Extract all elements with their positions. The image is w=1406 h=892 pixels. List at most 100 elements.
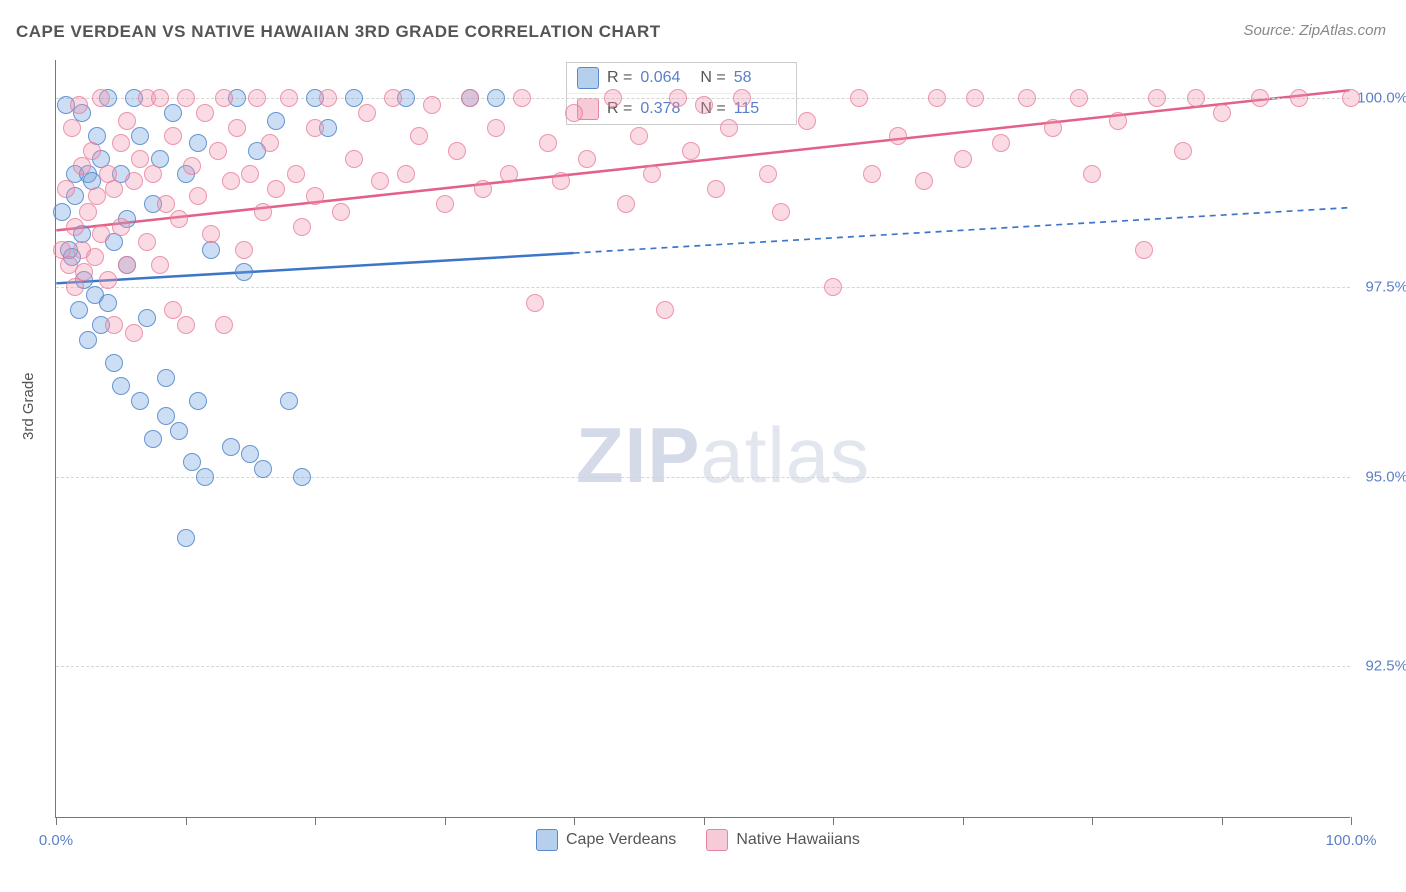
data-point: [164, 104, 182, 122]
xtick: [315, 817, 316, 825]
legend-row-blue: R = 0.064 N = 58: [567, 63, 796, 93]
chart-title: CAPE VERDEAN VS NATIVE HAWAIIAN 3RD GRAD…: [16, 22, 661, 42]
data-point: [306, 119, 324, 137]
data-point: [319, 89, 337, 107]
xtick: [704, 817, 705, 825]
data-point: [177, 529, 195, 547]
data-point: [79, 331, 97, 349]
data-point: [151, 89, 169, 107]
data-point: [170, 422, 188, 440]
data-point: [1070, 89, 1088, 107]
data-point: [733, 89, 751, 107]
ytick-label: 97.5%: [1365, 279, 1406, 296]
data-point: [1290, 89, 1308, 107]
data-point: [759, 165, 777, 183]
data-point: [105, 180, 123, 198]
xtick: [1222, 817, 1223, 825]
data-point: [118, 256, 136, 274]
ytick-label: 100.0%: [1357, 89, 1406, 106]
data-point: [772, 203, 790, 221]
watermark: ZIPatlas: [576, 410, 870, 501]
data-point: [720, 119, 738, 137]
data-point: [604, 89, 622, 107]
data-point: [125, 172, 143, 190]
data-point: [539, 134, 557, 152]
data-point: [235, 241, 253, 259]
xtick-label: 0.0%: [39, 832, 73, 849]
data-point: [164, 127, 182, 145]
data-point: [280, 89, 298, 107]
data-point: [293, 218, 311, 236]
data-point: [241, 445, 259, 463]
data-point: [345, 150, 363, 168]
data-point: [863, 165, 881, 183]
data-point: [66, 278, 84, 296]
data-point: [70, 301, 88, 319]
data-point: [707, 180, 725, 198]
swatch-blue-icon: [536, 829, 558, 851]
data-point: [966, 89, 984, 107]
data-point: [332, 203, 350, 221]
data-point: [565, 104, 583, 122]
data-point: [105, 316, 123, 334]
data-point: [241, 165, 259, 183]
legend-item-blue: Cape Verdeans: [536, 829, 676, 851]
data-point: [144, 430, 162, 448]
data-point: [1187, 89, 1205, 107]
data-point: [254, 203, 272, 221]
data-point: [196, 104, 214, 122]
xtick: [574, 817, 575, 825]
data-point: [189, 187, 207, 205]
data-point: [682, 142, 700, 160]
data-point: [500, 165, 518, 183]
data-point: [261, 134, 279, 152]
xtick: [56, 817, 57, 825]
r-label: R =: [607, 69, 632, 87]
data-point: [461, 89, 479, 107]
data-point: [358, 104, 376, 122]
data-point: [112, 218, 130, 236]
data-point: [345, 89, 363, 107]
data-point: [630, 127, 648, 145]
data-point: [125, 324, 143, 342]
data-point: [954, 150, 972, 168]
data-point: [410, 127, 428, 145]
data-point: [53, 203, 71, 221]
data-point: [183, 453, 201, 471]
data-point: [552, 172, 570, 190]
watermark-bold: ZIP: [576, 411, 700, 499]
data-point: [215, 316, 233, 334]
y-axis-label: 3rd Grade: [20, 372, 37, 440]
watermark-light: atlas: [700, 411, 870, 499]
swatch-pink-icon: [706, 829, 728, 851]
data-point: [183, 157, 201, 175]
data-point: [513, 89, 531, 107]
data-point: [73, 157, 91, 175]
r-value-blue: 0.064: [640, 69, 692, 87]
gridline: [56, 477, 1350, 478]
plot-area: ZIPatlas R = 0.064 N = 58 R = 0.378 N = …: [55, 60, 1350, 818]
data-point: [151, 256, 169, 274]
gridline: [56, 666, 1350, 667]
data-point: [915, 172, 933, 190]
data-point: [189, 134, 207, 152]
data-point: [63, 119, 81, 137]
data-point: [92, 89, 110, 107]
n-label: N =: [700, 69, 725, 87]
legend-item-pink: Native Hawaiians: [706, 829, 860, 851]
data-point: [384, 89, 402, 107]
data-point: [1213, 104, 1231, 122]
xtick-label: 100.0%: [1326, 832, 1377, 849]
data-point: [1251, 89, 1269, 107]
data-point: [99, 271, 117, 289]
n-value-blue: 58: [734, 69, 786, 87]
data-point: [992, 134, 1010, 152]
data-point: [177, 316, 195, 334]
data-point: [824, 278, 842, 296]
data-point: [617, 195, 635, 213]
data-point: [157, 369, 175, 387]
series-name-blue: Cape Verdeans: [566, 831, 676, 849]
series-name-pink: Native Hawaiians: [736, 831, 860, 849]
data-point: [474, 180, 492, 198]
xtick: [1351, 817, 1352, 825]
